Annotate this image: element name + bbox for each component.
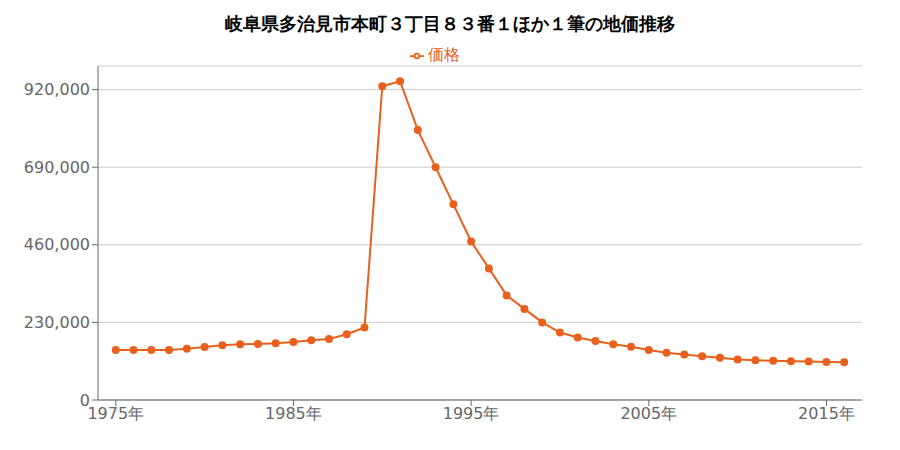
html-text:岐阜県多治見市本町３丁目８３番１ほか１筆の地価推移: 岐阜県多治見市本町３丁目８３番１ほか１筆の地価推移 [225,13,675,34]
svg-text:1975年: 1975年 [87,404,144,423]
svg-text:1985年: 1985年 [265,404,322,423]
svg-text:2005年: 2005年 [620,404,677,423]
svg-text:230,000: 230,000 [24,313,90,332]
svg-text:920,000: 920,000 [24,80,90,99]
svg-text:1995年: 1995年 [443,404,500,423]
html-text:価格: 価格 [428,45,460,64]
svg-text:0: 0 [80,391,90,410]
svg-text:460,000: 460,000 [24,235,90,254]
svg-text:2015年: 2015年 [798,404,855,423]
svg-text:690,000: 690,000 [24,158,90,177]
